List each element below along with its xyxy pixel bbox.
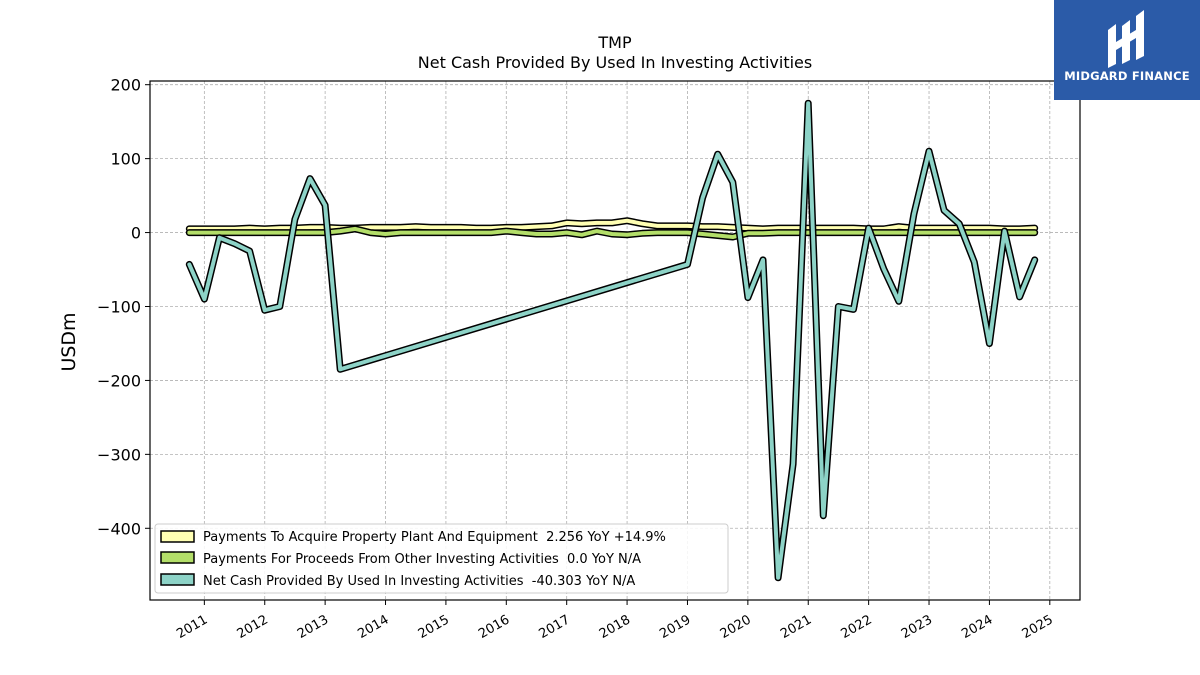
chart-subtitle: Net Cash Provided By Used In Investing A… [418, 53, 812, 72]
legend-swatch-other [160, 551, 195, 564]
y-tick-label: −400 [97, 519, 141, 538]
x-tick-label: 2025 [1020, 612, 1056, 642]
x-tick-label: 2017 [537, 612, 573, 642]
x-tick-label: 2011 [174, 612, 210, 642]
chart-title: TMP [597, 33, 632, 52]
legend-label-ppe: Payments To Acquire Property Plant And E… [203, 530, 666, 545]
y-tick-label: −100 [97, 297, 141, 316]
x-tick-label: 2013 [295, 612, 331, 642]
brand-logo: MIDGARD FINANCE [1054, 0, 1200, 100]
y-tick-label: 0 [131, 224, 141, 243]
y-tick-label: 100 [110, 150, 141, 169]
series-net-cash-investing-line [187, 101, 1037, 580]
series-net-cash-investing-outline [185, 99, 1039, 582]
x-tick-label: 2014 [355, 612, 391, 642]
legend-box [154, 523, 729, 594]
legend: Payments To Acquire Property Plant And E… [154, 523, 729, 594]
x-tick-label: 2024 [959, 612, 995, 642]
y-tick-label: −300 [97, 445, 141, 464]
y-tick-label: 200 [110, 76, 141, 95]
x-tick-label: 2019 [657, 612, 693, 642]
x-tick-label: 2021 [778, 612, 814, 642]
logo-text: MIDGARD FINANCE [1064, 69, 1190, 83]
x-tick-label: 2023 [899, 612, 935, 642]
legend-label-net-cash: Net Cash Provided By Used In Investing A… [203, 574, 635, 589]
legend-label-other: Payments For Proceeds From Other Investi… [203, 552, 641, 567]
legend-swatch-net-cash [160, 573, 195, 586]
x-tick-label: 2022 [838, 612, 874, 642]
x-tick-label: 2012 [235, 612, 271, 642]
y-tick-label: −200 [97, 371, 141, 390]
x-tick-label: 2016 [476, 612, 512, 642]
plot-frame [149, 80, 1081, 601]
x-tick-label: 2018 [597, 612, 633, 642]
y-axis-label: USDm [58, 312, 80, 371]
x-tick-label: 2015 [416, 612, 452, 642]
legend-swatch-ppe [160, 530, 195, 543]
x-tick-label: 2020 [718, 612, 754, 642]
logo-mark-icon [1108, 10, 1144, 68]
